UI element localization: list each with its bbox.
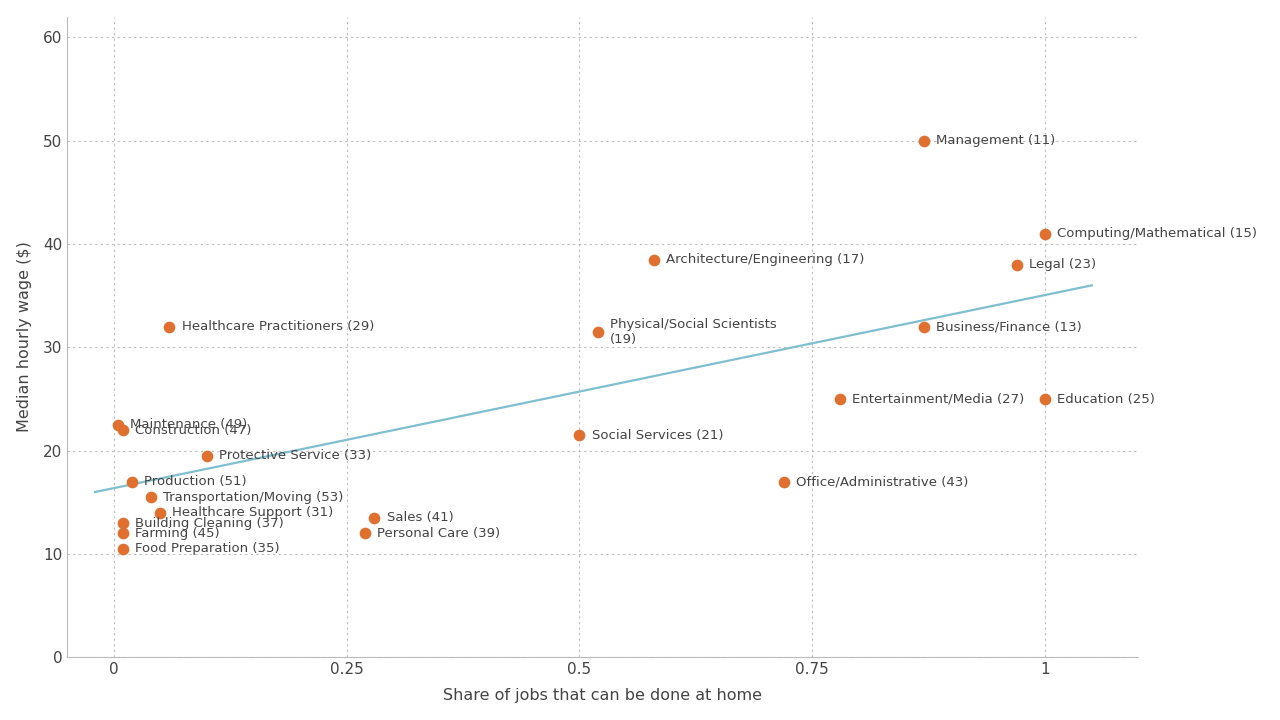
Text: Healthcare Support (31): Healthcare Support (31) xyxy=(173,506,334,519)
Y-axis label: Median hourly wage ($): Median hourly wage ($) xyxy=(17,242,32,433)
Point xyxy=(355,528,375,539)
Text: Education (25): Education (25) xyxy=(1057,392,1156,405)
Point xyxy=(588,326,608,338)
Text: Maintenance (49): Maintenance (49) xyxy=(131,418,247,431)
Point xyxy=(197,450,218,462)
Text: Computing/Mathematical (15): Computing/Mathematical (15) xyxy=(1057,228,1257,240)
Text: Legal (23): Legal (23) xyxy=(1029,258,1097,271)
Point xyxy=(150,507,170,518)
Text: Social Services (21): Social Services (21) xyxy=(591,428,723,441)
Text: Personal Care (39): Personal Care (39) xyxy=(378,527,500,540)
Point xyxy=(1036,228,1056,240)
Text: Physical/Social Scientists
(19): Physical/Social Scientists (19) xyxy=(611,318,777,346)
Point xyxy=(113,424,133,436)
Text: Building Cleaning (37): Building Cleaning (37) xyxy=(134,516,284,529)
Text: Construction (47): Construction (47) xyxy=(134,423,251,436)
Point xyxy=(644,253,664,265)
Text: Food Preparation (35): Food Preparation (35) xyxy=(134,542,279,555)
Point xyxy=(113,517,133,528)
Point xyxy=(914,135,934,146)
Text: Farming (45): Farming (45) xyxy=(134,527,220,540)
Point xyxy=(141,492,161,503)
Point xyxy=(159,321,179,333)
Point xyxy=(774,476,795,487)
Text: Management (11): Management (11) xyxy=(936,134,1056,147)
Text: Business/Finance (13): Business/Finance (13) xyxy=(936,320,1082,333)
Text: Protective Service (33): Protective Service (33) xyxy=(219,449,371,462)
Point xyxy=(914,321,934,333)
Point xyxy=(113,528,133,539)
Text: Healthcare Practitioners (29): Healthcare Practitioners (29) xyxy=(182,320,374,333)
Point xyxy=(1036,393,1056,405)
Point xyxy=(1007,259,1028,271)
Text: Office/Administrative (43): Office/Administrative (43) xyxy=(796,475,969,488)
Text: Entertainment/Media (27): Entertainment/Media (27) xyxy=(852,392,1024,405)
Point xyxy=(365,512,385,523)
Text: Sales (41): Sales (41) xyxy=(387,511,453,524)
Point xyxy=(829,393,850,405)
Text: Production (51): Production (51) xyxy=(145,475,247,488)
Point xyxy=(570,429,590,441)
Text: Transportation/Moving (53): Transportation/Moving (53) xyxy=(163,491,343,504)
X-axis label: Share of jobs that can be done at home: Share of jobs that can be done at home xyxy=(443,688,762,703)
Point xyxy=(113,543,133,554)
Point xyxy=(122,476,142,487)
Point xyxy=(108,419,128,431)
Text: Architecture/Engineering (17): Architecture/Engineering (17) xyxy=(666,253,864,266)
